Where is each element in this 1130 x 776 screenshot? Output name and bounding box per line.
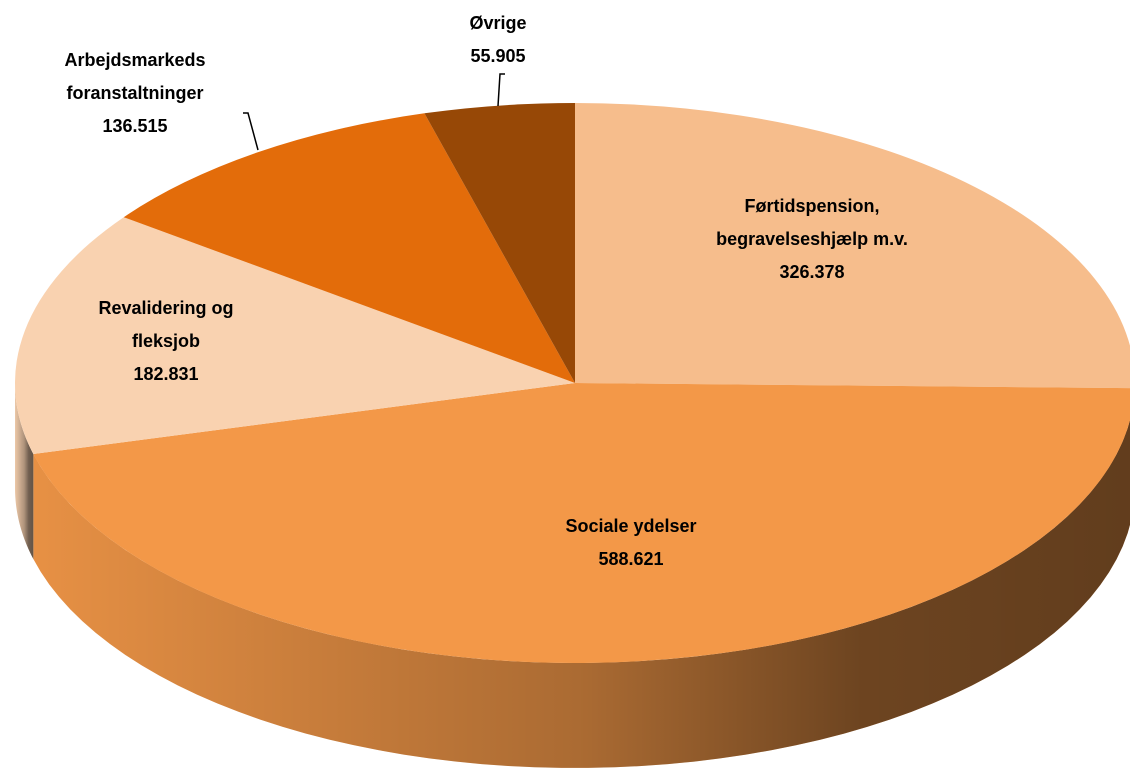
slice-side-shade	[33, 419, 1130, 768]
slice-name: Arbejdsmarkeds foranstaltninger	[64, 50, 206, 103]
slice	[33, 383, 1130, 663]
slice-label: Arbejdsmarkeds foranstaltninger 136.515	[20, 44, 250, 143]
slice-label: Sociale ydelser 588.621	[506, 510, 756, 576]
slice-name: Førtidspension, begravelseshjælp m.v.	[716, 196, 908, 249]
pie-sides	[15, 383, 1130, 768]
slice-value: 182.831	[133, 364, 199, 384]
slice	[123, 113, 576, 383]
leader-line	[243, 112, 259, 151]
slice-value: 326.378	[779, 262, 845, 282]
slice-value: 55.905	[470, 46, 526, 66]
slice-side-shade	[15, 383, 34, 560]
leader-line	[497, 73, 505, 107]
slice-name: Øvrige	[469, 13, 527, 33]
slice	[424, 103, 575, 383]
slice-label: Revalidering og fleksjob 182.831	[76, 292, 256, 391]
slice-name: Sociale ydelser	[565, 516, 697, 536]
pie-faces	[14, 103, 1130, 663]
slice-label: Øvrige 55.905	[438, 7, 558, 73]
slice	[14, 217, 575, 455]
slice	[575, 103, 1130, 389]
slice-name: Revalidering og fleksjob	[98, 298, 234, 351]
slice-label: Førtidspension, begravelseshjælp m.v. 32…	[712, 190, 912, 289]
slice-value: 588.621	[598, 549, 664, 569]
slice-value: 136.515	[102, 116, 168, 136]
